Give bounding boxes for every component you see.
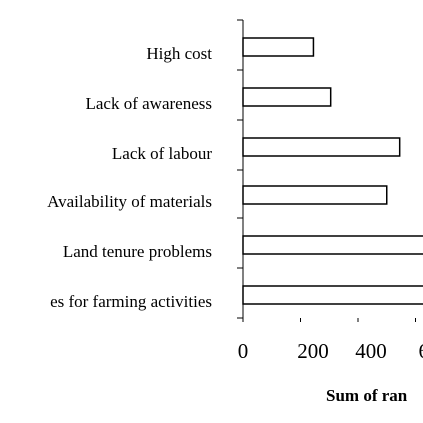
bar	[242, 87, 332, 107]
category-label: Land tenure problems	[63, 242, 212, 261]
category-label: Availability of materials	[47, 192, 212, 211]
x-tick-label: 0	[238, 339, 249, 363]
bar	[242, 285, 423, 305]
category-label: Lack of labour	[112, 144, 212, 163]
x-tick-label: 200	[297, 339, 329, 363]
x-axis-title: Sum of ran	[326, 386, 408, 405]
category-label: Lack of awareness	[86, 94, 213, 113]
axes-layer	[237, 19, 416, 322]
category-label: High cost	[146, 44, 212, 63]
bars-layer	[242, 37, 423, 305]
x-tick-label: 400	[355, 339, 387, 363]
bar	[242, 235, 423, 255]
bar	[242, 137, 401, 157]
labels-layer: High cost Lack of awareness Lack of labour…	[47, 44, 423, 363]
x-tick-label: 60	[419, 339, 423, 363]
category-label: es for farming activities	[50, 292, 212, 311]
bar	[242, 37, 315, 57]
bar	[242, 185, 388, 205]
